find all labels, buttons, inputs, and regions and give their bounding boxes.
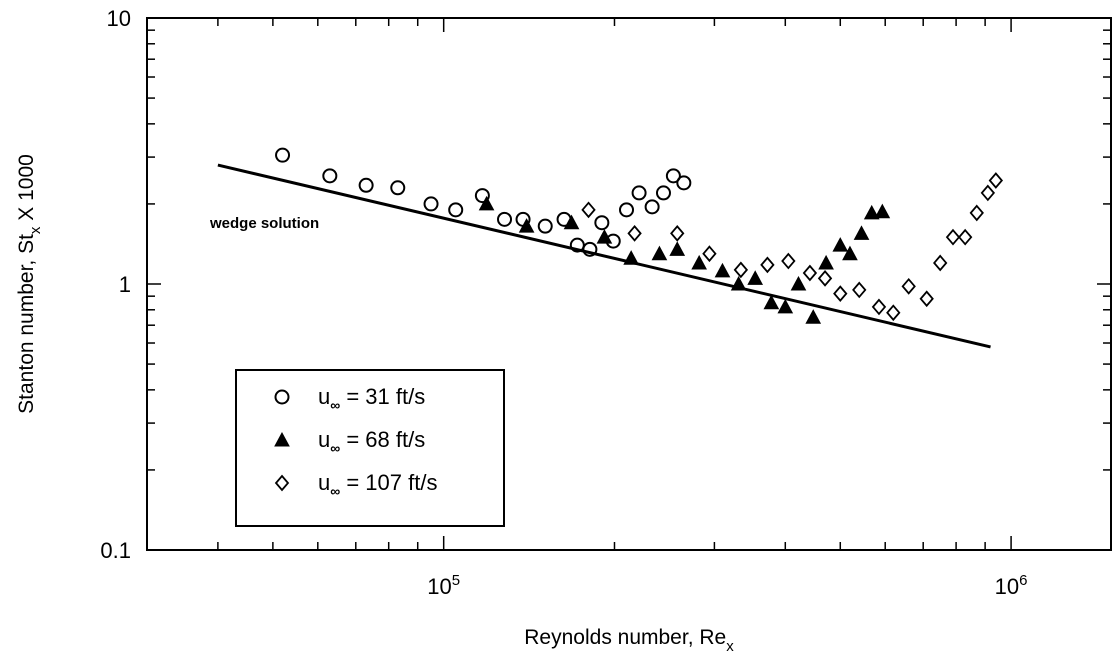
data-point-circle xyxy=(448,202,464,218)
data-point-diamond xyxy=(581,201,596,219)
y-axis-title: Stanton number, Stx X 1000 xyxy=(15,154,44,414)
data-point-triangle xyxy=(563,214,580,230)
data-point-circle xyxy=(322,168,338,184)
data-point-diamond xyxy=(980,184,996,202)
data-point-circle xyxy=(537,218,553,234)
data-point-diamond xyxy=(760,256,775,274)
data-point-circle xyxy=(497,211,513,227)
y-tick-label: 10 xyxy=(107,6,131,31)
data-point-circle xyxy=(423,196,439,212)
data-point-circle xyxy=(631,185,647,201)
legend-marker-triangle xyxy=(274,431,290,447)
legend-label: u∞ = 68 ft/s xyxy=(318,427,425,456)
legend-entry: u∞ = 31 ft/s xyxy=(274,384,425,413)
series-diamond xyxy=(581,172,1004,322)
legend-marker-diamond xyxy=(274,474,290,492)
data-point-triangle xyxy=(790,275,807,291)
axis-ticks xyxy=(146,17,1111,551)
data-point-circle xyxy=(390,180,406,196)
data-point-circle xyxy=(619,202,635,218)
data-point-triangle xyxy=(805,309,822,324)
data-point-circle xyxy=(358,177,374,193)
data-point-diamond xyxy=(781,252,796,270)
data-point-diamond xyxy=(886,304,901,322)
data-point-diamond xyxy=(702,245,717,263)
data-point-diamond xyxy=(901,277,916,295)
data-point-triangle xyxy=(596,229,613,244)
data-point-triangle xyxy=(623,250,639,265)
data-point-diamond xyxy=(919,290,934,308)
data-point-triangle xyxy=(832,237,849,252)
y-tick-label: 1 xyxy=(119,272,131,297)
data-point-triangle xyxy=(763,294,780,310)
data-point-diamond xyxy=(670,224,685,242)
data-point-triangle xyxy=(874,203,891,219)
data-point-diamond xyxy=(957,228,973,246)
data-point-diamond xyxy=(852,281,867,299)
legend: u∞ = 31 ft/s u∞ = 68 ft/s u∞ = 107 ft/s xyxy=(235,369,505,527)
y-tick-label: 0.1 xyxy=(100,538,131,563)
data-point-triangle xyxy=(853,225,870,240)
x-tick-label: 106 xyxy=(995,572,1028,599)
legend-label: u∞ = 107 ft/s xyxy=(318,470,437,499)
data-point-triangle xyxy=(691,254,707,270)
data-point-circle xyxy=(655,185,671,201)
data-point-triangle xyxy=(730,275,747,291)
data-point-triangle xyxy=(777,298,794,314)
x-tick-label: 105 xyxy=(427,572,460,599)
legend-entry: u∞ = 68 ft/s xyxy=(274,427,425,456)
tick-labels: 10 1 0.1 105 106 xyxy=(100,6,1027,599)
data-point-triangle xyxy=(669,241,686,256)
data-point-diamond xyxy=(817,269,833,287)
data-point-triangle xyxy=(478,195,495,211)
data-point-circle xyxy=(474,188,490,204)
data-point-circle xyxy=(665,168,681,184)
data-point-circle xyxy=(275,147,291,163)
wedge-solution-line xyxy=(217,163,991,349)
data-point-diamond xyxy=(733,261,749,279)
data-point-triangle xyxy=(747,270,764,285)
legend-entry: u∞ = 107 ft/s xyxy=(274,470,437,499)
data-point-diamond xyxy=(871,298,887,316)
data-point-circle xyxy=(582,241,598,257)
wedge-solution-line-group: wedge solution xyxy=(209,163,991,349)
data-point-triangle xyxy=(651,245,668,261)
data-point-triangle xyxy=(518,218,535,233)
data-point-diamond xyxy=(988,172,1004,189)
data-markers xyxy=(275,147,1004,324)
wedge-solution-label: wedge solution xyxy=(209,215,319,232)
legend-label: u∞ = 31 ft/s xyxy=(318,384,425,413)
data-point-triangle xyxy=(818,254,834,270)
data-point-diamond xyxy=(969,204,984,222)
series-circle xyxy=(275,147,692,257)
data-point-circle xyxy=(594,215,610,231)
data-point-triangle xyxy=(842,245,858,261)
data-point-diamond xyxy=(627,224,642,242)
data-point-diamond xyxy=(833,285,848,303)
data-point-diamond xyxy=(933,254,948,272)
data-point-diamond xyxy=(945,228,961,246)
data-point-diamond xyxy=(802,264,818,282)
data-point-circle xyxy=(644,199,660,215)
legend-marker-circle xyxy=(274,389,290,405)
x-axis-title: Reynolds number, Rex xyxy=(524,626,734,655)
series-triangle xyxy=(478,195,891,324)
data-point-triangle xyxy=(714,262,731,278)
data-point-circle xyxy=(676,175,692,191)
data-point-triangle xyxy=(863,204,880,220)
legend-box xyxy=(235,369,505,527)
